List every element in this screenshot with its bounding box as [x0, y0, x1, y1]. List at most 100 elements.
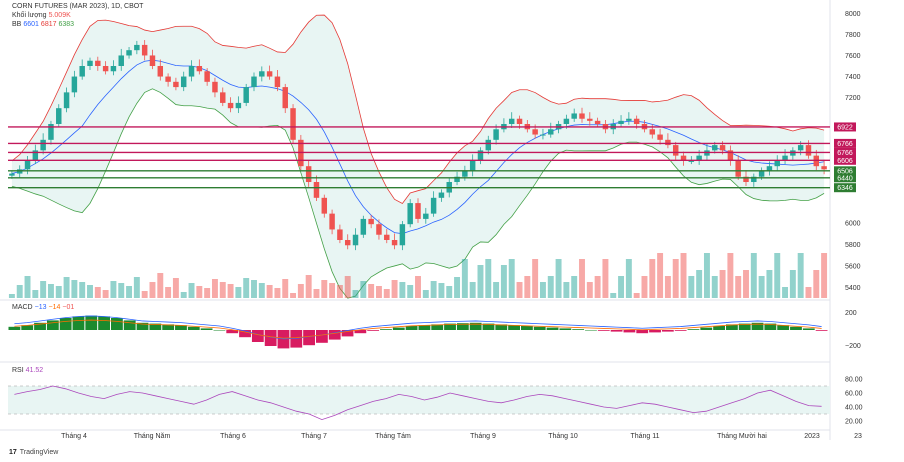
macd-histogram-bar	[815, 330, 828, 331]
volume-bar	[711, 276, 718, 298]
candle-body	[384, 234, 390, 240]
bb-upper-line	[11, 14, 825, 205]
volume-bar	[24, 276, 31, 298]
volume-bar	[368, 284, 375, 298]
macd-histogram-bar	[405, 326, 418, 330]
candle-body	[735, 160, 741, 177]
macd-histogram-bar	[303, 330, 315, 346]
level-tag	[834, 122, 856, 132]
volume-bar	[321, 280, 328, 298]
x-axis-label: 2023	[804, 433, 820, 440]
x-axis-label: 23	[854, 433, 862, 440]
volume-bar	[71, 280, 78, 298]
candle-body	[376, 224, 382, 235]
volume-bar	[149, 282, 156, 298]
volume-bar	[180, 292, 187, 298]
volume-bar	[110, 281, 117, 298]
macd-histogram-bar	[290, 330, 303, 348]
price-axis-tick: 5600	[845, 264, 861, 271]
bb-legend: BB 6601 6817 6383	[12, 21, 74, 28]
volume-bar	[774, 253, 781, 298]
candle-body	[118, 55, 124, 66]
volume-bar	[563, 282, 570, 298]
macd-histogram-bar	[700, 327, 713, 330]
candle-body	[126, 50, 132, 56]
macd-histogram-bar	[149, 323, 162, 330]
volume-bar	[516, 282, 523, 298]
volume-bar	[813, 270, 820, 298]
macd-histogram-bar	[469, 322, 482, 330]
x-axis-label: Tháng 7	[301, 433, 327, 440]
macd-axis-tick: −200	[845, 343, 861, 350]
volume-bar	[649, 259, 656, 298]
macd-histogram-bar	[34, 322, 46, 330]
candle-body	[477, 150, 484, 161]
level-label: 6766	[837, 150, 853, 157]
volume-bar	[196, 286, 203, 298]
volume-bar	[696, 270, 703, 298]
volume-bar	[586, 282, 593, 298]
volume-bar	[258, 283, 265, 298]
candle-body	[797, 145, 804, 151]
macd-label: MACD	[12, 304, 33, 311]
level-tag	[834, 155, 856, 165]
macd-axis-tick: 200	[845, 310, 857, 317]
macd-histogram-bar	[726, 324, 738, 330]
macd-histogram-bar	[341, 330, 354, 337]
candle-body	[563, 118, 570, 124]
tradingview-name: TradingView	[19, 449, 59, 456]
macd-histogram-bar	[98, 316, 110, 330]
volume-bar	[539, 282, 546, 298]
volume-bar	[63, 277, 70, 298]
signal-line	[14, 319, 822, 339]
macd-histogram-bar	[687, 329, 700, 330]
macd-histogram-bar	[802, 328, 815, 330]
volume-bar	[500, 265, 507, 298]
macd-histogram-bar	[444, 323, 456, 330]
candle-body	[48, 124, 54, 140]
macd-histogram-bar	[521, 326, 533, 330]
macd-histogram-bar	[572, 329, 585, 330]
candle-body	[360, 218, 367, 235]
candle-body	[352, 234, 359, 246]
macd-value-3: −01	[62, 304, 75, 311]
macd-histogram-bar	[623, 330, 636, 333]
macd-histogram-bar	[328, 330, 341, 340]
volume-bar	[625, 259, 632, 298]
candle-body	[469, 160, 476, 172]
macd-histogram-bar	[175, 325, 187, 330]
volume-bar	[383, 289, 390, 298]
price-axis-tick: 7600	[845, 53, 861, 60]
macd-histogram-bar	[21, 325, 34, 330]
level-label: 6440	[837, 175, 853, 182]
tradingview-logo[interactable]: 17 TradingView	[9, 449, 58, 456]
candle-body	[87, 60, 93, 66]
x-axis-label: Tháng 10	[548, 433, 578, 440]
macd-histogram-bar	[123, 320, 136, 330]
volume-legend: Khối lượng 5.009K	[12, 12, 71, 19]
candle-body	[227, 102, 234, 109]
tradingview-mark: 17	[9, 449, 17, 456]
bb-mid-line	[11, 59, 825, 235]
volume-bar	[524, 276, 531, 298]
candle-body	[313, 182, 320, 198]
candle-body	[188, 66, 195, 77]
volume-bar	[282, 279, 289, 298]
volume-bar	[305, 275, 312, 298]
macd-histogram-bar	[200, 328, 213, 330]
volume-bar	[602, 259, 609, 298]
candle-body	[548, 129, 554, 135]
candle-body	[56, 108, 62, 124]
macd-histogram-bar	[508, 325, 520, 330]
macd-histogram-bar	[764, 323, 777, 330]
candle-body	[540, 134, 546, 136]
level-label: 6606	[837, 158, 853, 165]
candle-body	[399, 224, 406, 246]
volume-bar	[594, 276, 601, 298]
x-axis-label: Tháng Mười hai	[717, 433, 767, 440]
candle-body	[493, 129, 499, 140]
macd-histogram-bar	[251, 330, 264, 342]
macd-histogram-bar	[482, 323, 495, 330]
macd-histogram-bar	[661, 330, 674, 332]
